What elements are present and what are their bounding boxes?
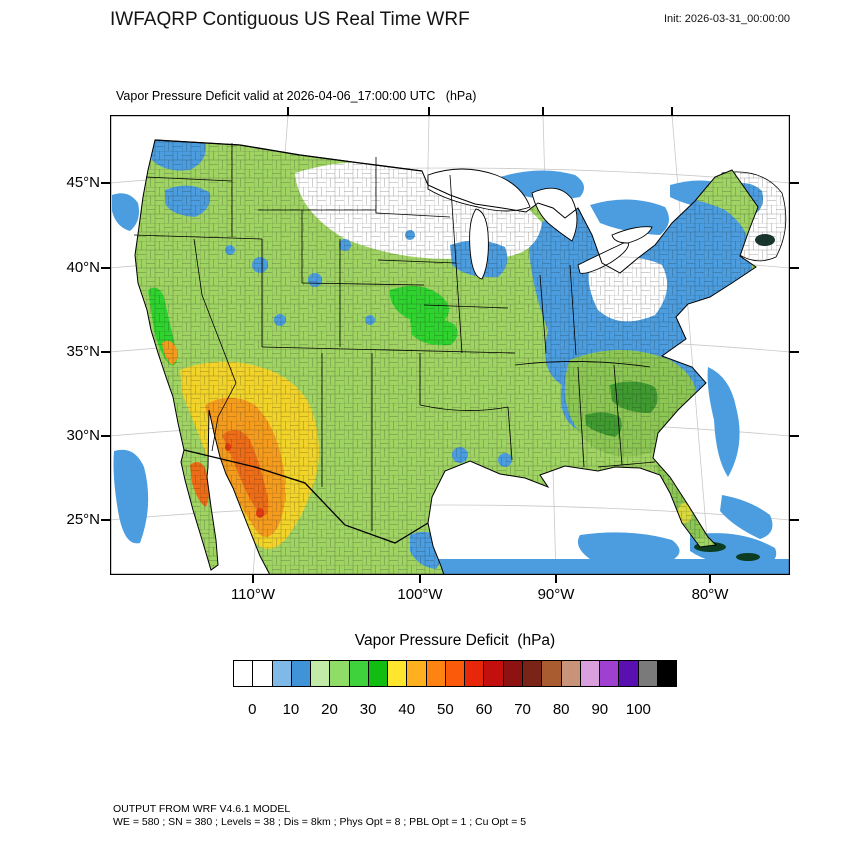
colorbar-tick-label: 40 [398, 701, 416, 718]
colorbar-cell [484, 661, 504, 686]
lon-tick-mark-top [287, 107, 289, 115]
us-map [110, 115, 790, 575]
coastline [134, 139, 759, 575]
colorbar [233, 660, 677, 687]
colorbar-cell [503, 661, 523, 686]
map-canvas [110, 115, 790, 575]
colorbar-cell [542, 661, 562, 686]
lat-tick-mark [101, 519, 110, 521]
colorbar-cell [522, 661, 543, 686]
colorbar-tick-label: 80 [552, 701, 570, 718]
lon-axis-label: 100°W [397, 586, 443, 603]
colorbar-tick-label: 30 [359, 701, 377, 718]
ocean-data-patches [112, 193, 790, 575]
colorbar-tick-label: 70 [514, 701, 531, 718]
colorbar-cell [657, 661, 677, 686]
lon-tick-mark [252, 575, 254, 583]
lat-tick-mark [101, 182, 110, 184]
valid-time-subtitle: Vapor Pressure Deficit valid at 2026-04-… [116, 89, 477, 103]
model-config-label: WE = 580 ; SN = 380 ; Levels = 38 ; Dis … [113, 816, 527, 828]
lat-tick-mark-right [790, 519, 799, 521]
colorbar-tick-label: 0 [248, 701, 257, 718]
lat-tick-mark-right [790, 351, 799, 353]
lon-tick-mark [419, 575, 421, 583]
lon-axis-label: 90°W [537, 586, 575, 603]
colorbar-cell [234, 661, 254, 686]
colorbar-cell [426, 661, 446, 686]
colorbar-title: Vapor Pressure Deficit (hPa) [354, 632, 556, 649]
colorbar-cell [445, 661, 466, 686]
colorbar-cell [600, 661, 620, 686]
colorbar-tick-label: 60 [475, 701, 493, 718]
colorbar-cell [330, 661, 350, 686]
lat-tick-mark [101, 351, 110, 353]
lon-tick-mark [709, 575, 711, 583]
lat-axis-label: 30°N [66, 427, 100, 444]
colorbar-tick-label: 90 [591, 701, 609, 718]
colorbar-tick-label: 20 [321, 701, 338, 718]
model-output-label: OUTPUT FROM WRF V4.6.1 MODEL [113, 803, 291, 815]
lat-tick-mark [101, 435, 110, 437]
colorbar-tick-label: 50 [437, 701, 454, 718]
great-lakes [427, 168, 653, 280]
lon-tick-mark-top [542, 107, 544, 115]
page-title: IWFAQRP Contiguous US Real Time WRF [110, 9, 470, 30]
lon-tick-mark-top [428, 107, 430, 115]
colorbar-cell [465, 661, 485, 686]
lon-axis-label: 80°W [691, 586, 729, 603]
lat-axis-label: 40°N [66, 259, 100, 276]
lat-axis-label: 25°N [66, 511, 100, 528]
colorbar-cell [311, 661, 331, 686]
colorbar-cell [619, 661, 639, 686]
colorbar-cell [291, 661, 312, 686]
colorbar-cell [368, 661, 389, 686]
lon-tick-mark [555, 575, 557, 583]
state-boundaries [133, 143, 656, 531]
lon-tick-mark-top [671, 107, 673, 115]
colorbar-cell [580, 661, 601, 686]
lat-tick-mark [101, 267, 110, 269]
colorbar-tick-label: 10 [282, 701, 300, 718]
colorbar-cell [561, 661, 581, 686]
map-frame [110, 115, 790, 575]
colorbar-tick-label: 100 [625, 701, 651, 718]
lat-tick-mark-right [790, 267, 799, 269]
lat-tick-mark-right [790, 182, 799, 184]
colorbar-cell [272, 661, 292, 686]
init-time-label: Init: 2026-03-31_00:00:00 [664, 13, 790, 25]
lat-axis-label: 45°N [66, 174, 100, 191]
colorbar-cell [388, 661, 408, 686]
lat-tick-mark-right [790, 435, 799, 437]
lon-axis-label: 110°W [230, 586, 276, 603]
colorbar-cell [407, 661, 427, 686]
colorbar-cell [349, 661, 369, 686]
colorbar-cell [638, 661, 658, 686]
colorbar-cell [253, 661, 273, 686]
lat-axis-label: 35°N [66, 343, 100, 360]
colorbar-ticks: 0 10 20 30 40 50 60 70 80 90 100 [233, 701, 677, 721]
